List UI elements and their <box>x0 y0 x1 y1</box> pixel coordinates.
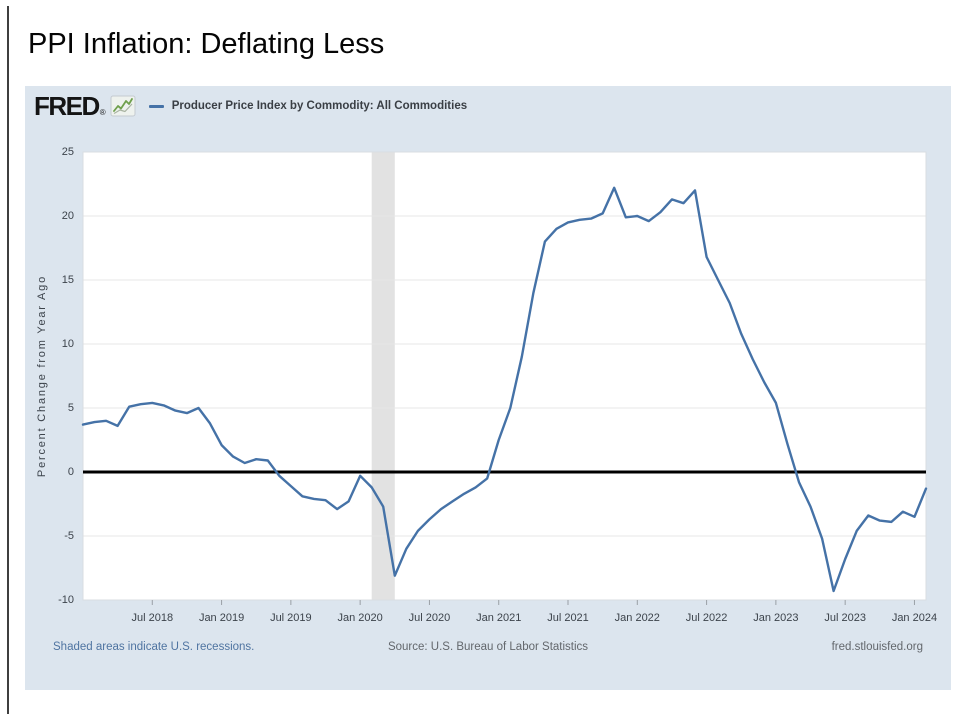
x-tick-label: Jul 2021 <box>547 612 589 624</box>
x-tick-label: Jan 2023 <box>753 612 798 624</box>
y-tick-label: 15 <box>62 274 74 286</box>
y-tick-label: 25 <box>62 146 74 158</box>
x-tick-label: Jul 2022 <box>686 612 728 624</box>
slide-title: PPI Inflation: Deflating Less <box>28 28 385 60</box>
fred-logo: FRED ® <box>34 93 136 119</box>
y-tick-label: 10 <box>62 338 74 350</box>
recession-band <box>371 152 395 600</box>
y-tick-label: 0 <box>68 466 74 478</box>
plot-area: 25 20 15 10 5 0 -5 -10 Jul 2018 Jan 2019 Jul 2019 J… <box>58 146 937 624</box>
legend-line-marker <box>148 104 164 108</box>
x-tick-label: Jul 2018 <box>131 612 173 624</box>
fred-chart: FRED ® Producer Price Index by Commodity… <box>25 86 951 690</box>
data-line <box>81 186 928 593</box>
source-note: Source: U.S. Bureau of Labor Statistics <box>387 641 589 653</box>
plot-background <box>83 152 926 600</box>
chart-header: FRED ® Producer Price Index by Commodity… <box>25 86 951 126</box>
x-tick-label: Jan 2024 <box>892 612 937 624</box>
y-tick-label: -10 <box>58 594 74 606</box>
fred-logo-chart-icon <box>110 95 136 117</box>
x-tick-label: Jan 2022 <box>615 612 660 624</box>
legend: Producer Price Index by Commodity: All C… <box>148 100 468 112</box>
y-tick-label: -5 <box>64 530 74 542</box>
y-tick-label: 20 <box>62 210 74 222</box>
x-tick-label: Jul 2019 <box>270 612 312 624</box>
fred-registered-mark: ® <box>99 108 106 117</box>
x-tick-label: Jul 2023 <box>824 612 866 624</box>
chart-footer: Shaded areas indicate U.S. recessions. S… <box>53 641 923 657</box>
x-tick-label: Jan 2020 <box>338 612 383 624</box>
y-tick-label: 5 <box>68 402 74 414</box>
plot-border <box>82 151 927 601</box>
slide-left-border <box>7 6 9 714</box>
x-tick-label: Jan 2021 <box>476 612 521 624</box>
fred-url-link[interactable]: fred.stlouisfed.org <box>831 641 923 653</box>
recession-note-link[interactable]: Shaded areas indicate U.S. recessions. <box>53 641 255 653</box>
x-tick-label: Jan 2019 <box>199 612 244 624</box>
fred-logo-text: FRED <box>34 91 100 121</box>
legend-series-label: Producer Price Index by Commodity: All C… <box>171 100 468 112</box>
x-tick-label: Jul 2020 <box>409 612 451 624</box>
